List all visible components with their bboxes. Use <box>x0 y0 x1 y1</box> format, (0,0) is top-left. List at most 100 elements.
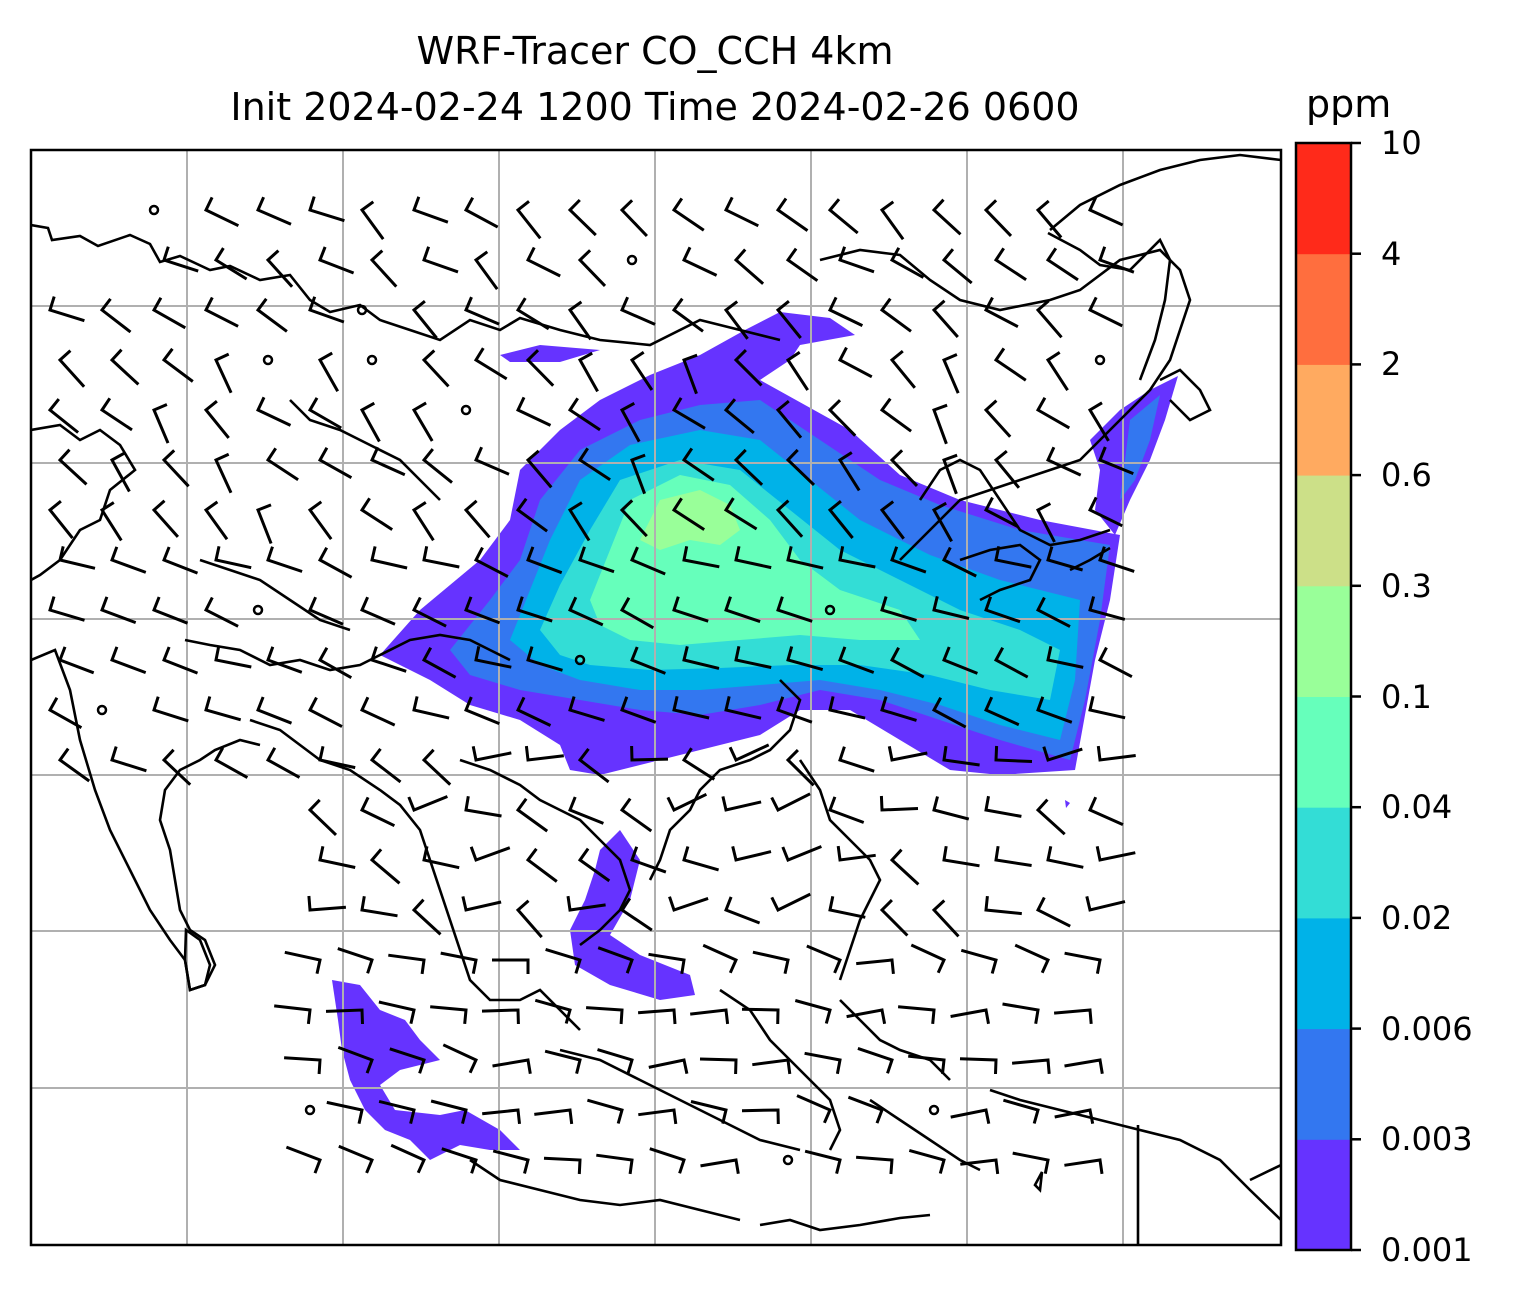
wind-barb <box>1064 1158 1104 1175</box>
wind-barb <box>524 745 564 762</box>
wind-barb <box>526 546 563 575</box>
wind-barb <box>1085 896 1126 912</box>
wind-barb <box>308 296 345 324</box>
wind-barb <box>318 246 355 275</box>
plume-south-1 <box>570 830 695 1000</box>
wind-barb <box>411 401 434 442</box>
wind-barb <box>369 747 402 784</box>
wind-barb <box>474 446 510 476</box>
wind-barb <box>984 696 1020 727</box>
wind-barb <box>931 299 959 338</box>
wind-barb <box>265 747 301 779</box>
wind-barb <box>983 496 1019 529</box>
colorbar-tick-label: 10 <box>1381 124 1422 162</box>
wind-barb <box>567 397 601 432</box>
wind-barb <box>534 998 572 1024</box>
wind-barb <box>889 349 916 389</box>
wind-barb <box>203 196 240 228</box>
wind-barb <box>734 545 772 570</box>
calm-wind-marker <box>824 604 836 616</box>
calm-wind-marker <box>1094 354 1106 366</box>
wind-barb <box>526 646 563 672</box>
wind-barb <box>932 403 948 445</box>
wind-barb <box>781 845 822 862</box>
wind-barb <box>671 197 705 232</box>
wind-barb <box>734 645 772 669</box>
wind-barb <box>464 696 500 725</box>
calm-wind-marker <box>782 1154 794 1166</box>
wind-barb <box>728 743 770 762</box>
wind-barb <box>285 1145 322 1174</box>
wind-barb <box>794 999 832 1024</box>
wind-barb <box>723 497 758 531</box>
wind-barb <box>838 546 876 569</box>
wind-barb <box>837 346 873 379</box>
wind-barb <box>421 448 453 484</box>
map-frame <box>29 148 1283 1247</box>
wind-barb <box>1035 896 1071 928</box>
wind-barb <box>57 747 91 783</box>
wind-barb <box>879 795 919 812</box>
wind-barb <box>58 546 96 570</box>
wind-barb <box>629 350 654 391</box>
wind-barb <box>318 745 356 770</box>
wind-barb <box>203 596 239 628</box>
wind-barb <box>775 399 803 439</box>
wind-barb <box>151 297 187 330</box>
wind-barb <box>57 349 86 388</box>
wind-barb <box>99 297 132 334</box>
wind-barb <box>931 696 967 729</box>
wind-barb <box>359 401 381 443</box>
wind-barb <box>389 1047 426 1074</box>
wind-barb <box>337 947 374 974</box>
wind-barb <box>775 499 804 538</box>
wind-barb <box>492 958 530 974</box>
wind-barb <box>889 646 925 679</box>
wind-barb <box>390 1143 426 1174</box>
wind-barb <box>723 398 755 435</box>
wind-barb <box>942 453 958 495</box>
wind-barb <box>99 501 123 542</box>
wind-barb <box>1054 1108 1095 1124</box>
wind-barb <box>630 745 669 762</box>
wind-barb <box>58 646 95 675</box>
wind-barb <box>317 647 353 680</box>
wind-barb <box>162 646 199 675</box>
wind-barb <box>619 499 648 538</box>
wind-barb <box>1011 1058 1051 1075</box>
wind-barb <box>326 1100 364 1125</box>
wind-barb <box>161 449 190 488</box>
wind-barb <box>785 448 816 486</box>
wind-barb <box>942 646 978 675</box>
wind-barb <box>1046 845 1084 869</box>
map-title-line2: Init 2024-02-24 1200 Time 2024-02-26 060… <box>230 85 1080 129</box>
wind-barb <box>162 546 199 575</box>
wind-barb <box>473 347 508 381</box>
wind-barb <box>1045 247 1079 282</box>
wind-barb <box>1053 1008 1093 1025</box>
wind-barb <box>525 349 555 387</box>
wind-barb <box>1064 1058 1104 1075</box>
map-title-line1: WRF-Tracer CO_CCH 4km <box>416 29 894 73</box>
wind-barb <box>1097 646 1133 679</box>
calm-wind-marker <box>366 354 378 366</box>
wind-barb <box>464 596 501 625</box>
wind-barb <box>741 1007 780 1025</box>
wind-barb <box>775 197 809 232</box>
wind-barb <box>752 950 790 975</box>
colorbar-tick-label: 0.003 <box>1381 1120 1473 1159</box>
wind-barb <box>307 798 338 836</box>
wind-barb <box>1046 645 1084 669</box>
wind-barb <box>666 792 708 813</box>
wind-barb <box>752 1058 792 1075</box>
wind-barb <box>827 500 854 539</box>
wind-barb <box>682 546 720 569</box>
wind-barb <box>577 249 607 287</box>
wind-barb <box>993 449 1021 489</box>
wind-barb <box>1002 1002 1040 1025</box>
wind-barb <box>578 546 615 574</box>
wind-barb <box>515 297 550 331</box>
wind-barb <box>463 196 499 229</box>
wind-barb <box>1098 446 1134 475</box>
wind-barb <box>474 645 512 669</box>
